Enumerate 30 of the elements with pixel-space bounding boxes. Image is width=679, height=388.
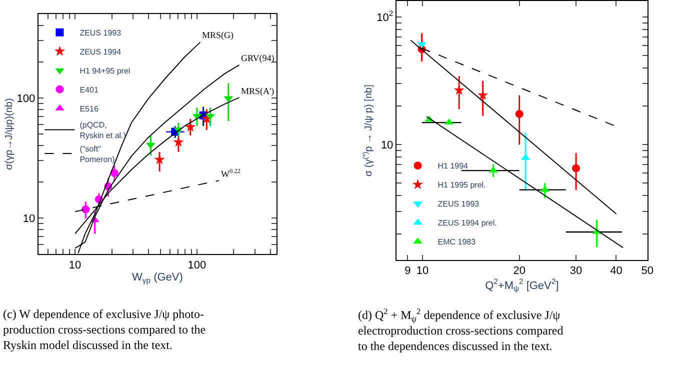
legend-label: EMC 1983 bbox=[438, 238, 476, 247]
x-axis-title: W$_{γp}$ (GeV) bbox=[132, 272, 183, 285]
x-tick-label: 50 bbox=[641, 265, 654, 278]
y-axis-title: σ(γp→J/ψp)(nb) bbox=[4, 98, 15, 170]
x-tick-label: 10 bbox=[416, 265, 429, 278]
x-tick-label: 20 bbox=[513, 265, 526, 278]
legend-label: ZEUS 1994 bbox=[80, 47, 122, 56]
legend-label: E401 bbox=[80, 85, 99, 94]
annotation: W$^{0.22}$ bbox=[221, 168, 241, 179]
legend-label: ZEUS 1993 bbox=[438, 200, 480, 209]
legend-label: ZEUS 1993 bbox=[80, 28, 122, 38]
legend-label: H1 1994 bbox=[438, 162, 469, 171]
x-tick-label: 9 bbox=[404, 265, 411, 278]
text: (d) Q$^{2}$ + M$_{ψ}$$^{2}$ dependence of exclusive J/ψ electroproduction cross-sections compared to the dependences discussed in the text. bbox=[358, 307, 564, 354]
text: (c) W dependence of exclusive J/ψ photo- production cross-sections compared to the Ryskin model discussed in the text. bbox=[3, 307, 206, 352]
x-tick-label: 30 bbox=[570, 265, 582, 278]
legend-label: ("soft" Pomeron) bbox=[80, 144, 116, 164]
legend-label: H1 94+95 prel bbox=[80, 66, 130, 76]
annotation: GRV(94) bbox=[241, 53, 274, 63]
x-tick-label: 100 bbox=[188, 259, 206, 272]
legend-label: H1 1995 prel. bbox=[438, 180, 486, 190]
y-tick-label: 10$^{2}$ bbox=[376, 9, 394, 24]
annotation: MRS(G) bbox=[202, 30, 234, 40]
legend-label: ZEUS 1994 prel. bbox=[438, 218, 497, 228]
legend-label: (pQCD, Ryskin et al.) bbox=[80, 120, 126, 140]
x-tick-label: 40 bbox=[610, 265, 622, 278]
x-tick-label: 10 bbox=[68, 259, 82, 272]
x-axis-title: Q$^{2}$+M$_{ψ}$$^{2}$ [GeV$^{2}$] bbox=[485, 277, 559, 294]
annotation: MRS(A') bbox=[241, 86, 274, 96]
legend-label: E516 bbox=[80, 104, 99, 114]
